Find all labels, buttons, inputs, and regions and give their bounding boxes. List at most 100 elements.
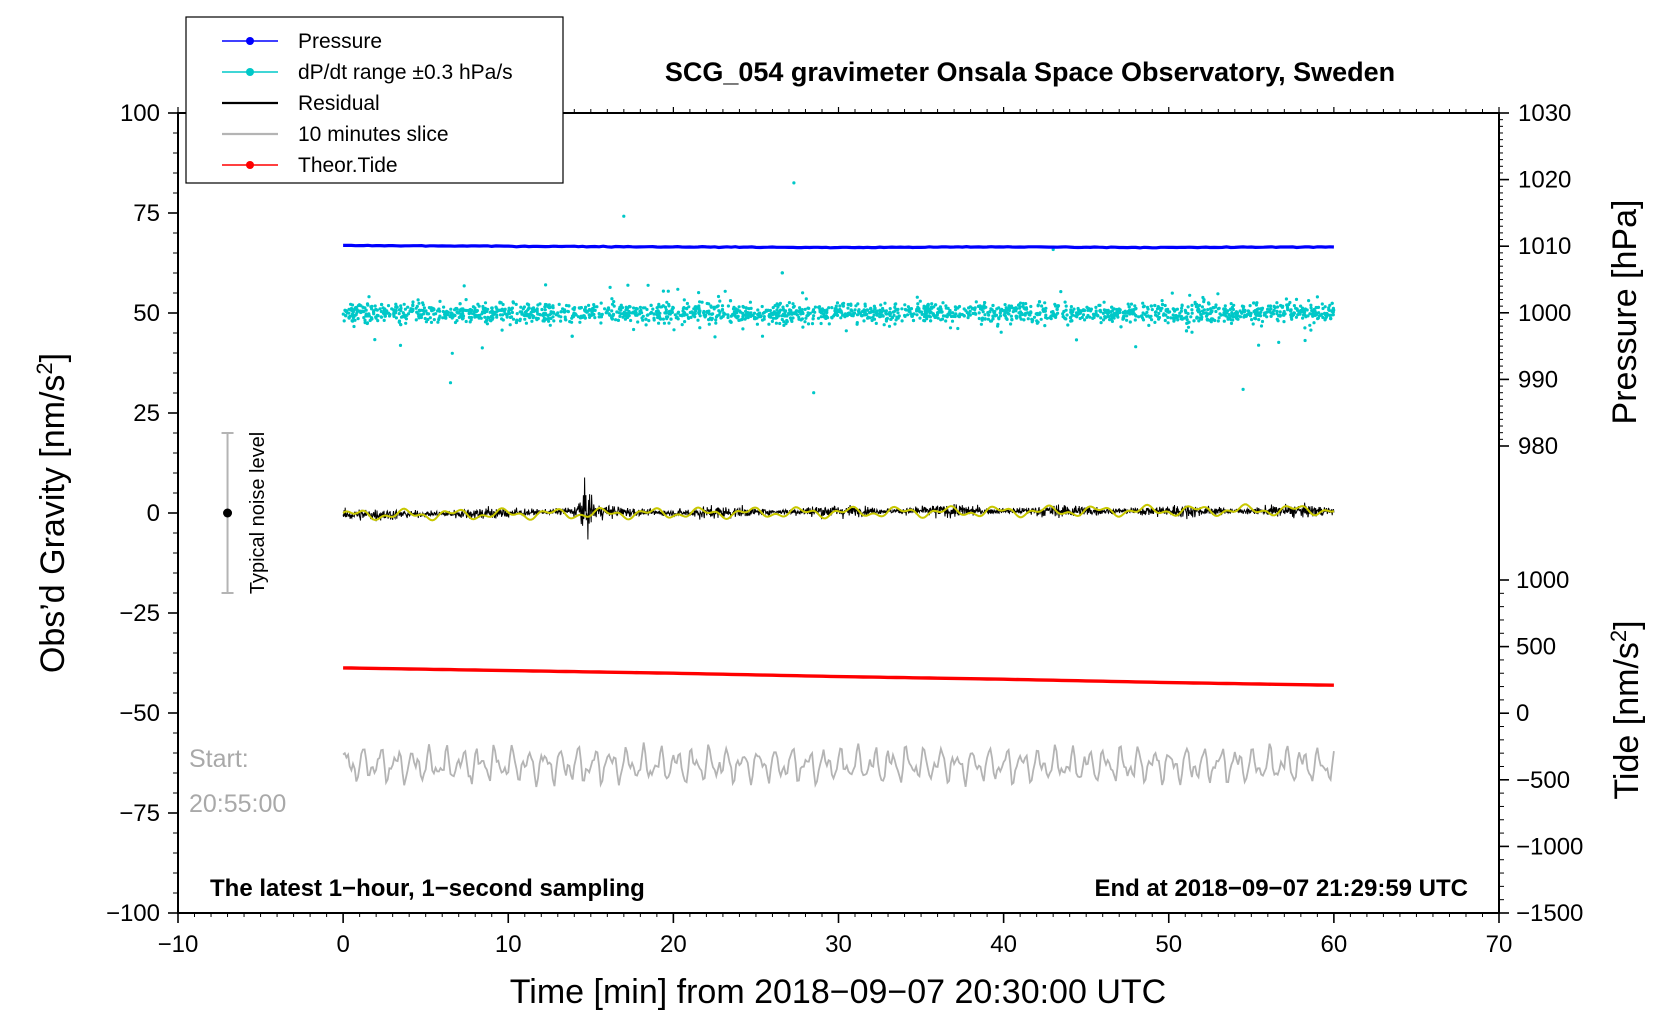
dpdt-point — [615, 310, 619, 314]
dpdt-point — [781, 307, 786, 312]
dpdt-point — [683, 320, 687, 324]
dpdt-point — [968, 309, 972, 313]
dpdt-series — [341, 181, 1336, 395]
dpdt-point — [387, 314, 392, 318]
dpdt-point — [973, 308, 977, 312]
dpdt-point — [881, 306, 885, 311]
dpdt-point — [1056, 305, 1060, 309]
dpdt-point — [992, 311, 996, 315]
dpdt-point — [530, 307, 534, 311]
dpdt-point — [1309, 303, 1313, 307]
dpdt-point — [903, 314, 907, 318]
dpdt-point — [1166, 321, 1170, 325]
pressure-tick-label: 1030 — [1518, 100, 1571, 127]
tide-axis-title: Tide [nm/s2] — [1606, 620, 1647, 799]
dpdt-point — [449, 307, 453, 311]
dpdt-point — [659, 305, 663, 309]
dpdt-point — [1216, 292, 1220, 296]
gravity-axis-title-sup: 2 — [32, 362, 57, 374]
dpdt-point — [742, 305, 746, 309]
dpdt-point — [703, 315, 707, 319]
dpdt-point — [722, 311, 726, 315]
dpdt-point — [929, 310, 933, 314]
dpdt-point — [1311, 314, 1315, 318]
dpdt-point — [918, 299, 922, 303]
dpdt-point — [669, 317, 673, 321]
dpdt-point — [1155, 307, 1160, 311]
dpdt-point — [543, 305, 547, 309]
dpdt-point — [774, 321, 779, 325]
dpdt-point — [766, 308, 770, 312]
dpdt-point — [578, 320, 582, 324]
dpdt-point — [813, 305, 818, 309]
dpdt-point — [1321, 315, 1325, 320]
dpdt-point — [378, 307, 382, 311]
dpdt-point — [595, 305, 599, 309]
dpdt-point — [1224, 314, 1228, 318]
dpdt-point — [536, 303, 540, 307]
dpdt-point — [1122, 314, 1126, 318]
dpdt-point — [1217, 316, 1221, 320]
dpdt-point — [1287, 302, 1291, 307]
dpdt-point — [507, 311, 511, 316]
dpdt-point — [362, 316, 366, 320]
dpdt-point — [543, 308, 547, 312]
dpdt-point — [350, 319, 354, 323]
dpdt-point — [768, 308, 773, 313]
legend-marker — [246, 37, 254, 45]
dpdt-point — [747, 311, 751, 315]
dpdt-point — [664, 308, 668, 312]
dpdt-point — [367, 295, 371, 299]
dpdt-point — [1303, 309, 1307, 313]
dpdt-point — [1205, 318, 1209, 322]
gravity-tick-label: 0 — [147, 500, 160, 527]
dpdt-point — [519, 305, 523, 309]
dpdt-point — [644, 323, 648, 327]
dpdt-point — [949, 314, 954, 318]
dpdt-point — [1025, 311, 1030, 315]
dpdt-point — [1013, 306, 1018, 311]
dpdt-point — [477, 304, 481, 308]
dpdt-point — [655, 306, 659, 310]
pressure-tick-label: 980 — [1518, 433, 1558, 460]
dpdt-point — [885, 317, 889, 321]
dpdt-point — [469, 318, 473, 322]
dpdt-point — [1132, 312, 1136, 316]
gravity-tick-label: 75 — [133, 200, 160, 227]
dpdt-point — [1211, 317, 1215, 322]
dpdt-point — [771, 316, 775, 320]
dpdt-point — [1248, 314, 1253, 318]
dpdt-point — [1308, 323, 1312, 327]
dpdt-point — [1023, 313, 1027, 317]
dpdt-point — [819, 311, 824, 315]
dpdt-point — [522, 305, 527, 309]
dpdt-point — [1195, 316, 1199, 320]
dpdt-point — [423, 316, 427, 321]
dpdt-point — [385, 309, 389, 313]
dpdt-point — [667, 321, 671, 325]
dpdt-point — [414, 318, 418, 322]
dpdt-point — [656, 315, 660, 320]
dpdt-point — [1081, 308, 1086, 312]
dpdt-point — [1009, 314, 1014, 318]
dpdt-point — [811, 317, 815, 321]
dpdt-point — [825, 309, 829, 313]
dpdt-point — [353, 318, 357, 322]
dpdt-point — [630, 311, 634, 315]
dpdt-point — [657, 321, 661, 325]
dpdt-point — [610, 309, 614, 313]
dpdt-point — [1171, 313, 1175, 317]
dpdt-point — [1198, 316, 1202, 320]
dpdt-point — [1125, 314, 1129, 318]
dpdt-point — [682, 298, 686, 302]
tide-tick-label: 500 — [1516, 634, 1556, 661]
dpdt-point — [1189, 315, 1193, 319]
legend-label: Residual — [298, 92, 380, 115]
dpdt-point — [676, 310, 681, 314]
dpdt-point — [503, 312, 507, 316]
legend-label: Pressure — [298, 30, 382, 53]
dpdt-point — [998, 311, 1002, 315]
gravity-tick-label: −50 — [119, 700, 160, 727]
dpdt-point — [1166, 315, 1170, 320]
dpdt-point — [737, 318, 741, 322]
